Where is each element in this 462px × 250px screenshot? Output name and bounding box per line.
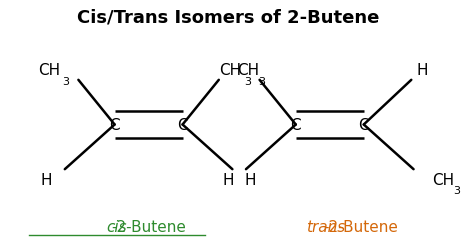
Text: Cis/Trans Isomers of 2-Butene: Cis/Trans Isomers of 2-Butene (77, 9, 379, 27)
Text: C: C (109, 118, 120, 132)
Text: H: H (417, 63, 428, 78)
Text: C: C (291, 118, 301, 132)
Text: 3: 3 (259, 77, 266, 87)
Text: C: C (177, 118, 188, 132)
Text: 3: 3 (244, 77, 251, 87)
Text: cis: cis (107, 219, 127, 234)
Text: H: H (245, 172, 256, 187)
Text: C: C (359, 118, 369, 132)
Text: -2-Butene: -2-Butene (323, 219, 398, 234)
Text: 3: 3 (62, 77, 70, 87)
Text: CH: CH (38, 63, 60, 78)
Text: H: H (222, 172, 234, 187)
Text: trans: trans (306, 219, 345, 234)
Text: CH: CH (237, 63, 259, 78)
Text: -2-Butene: -2-Butene (111, 219, 186, 234)
Text: CH: CH (432, 172, 454, 187)
Text: CH: CH (219, 63, 242, 78)
Text: H: H (41, 172, 52, 187)
Text: 3: 3 (453, 186, 461, 196)
